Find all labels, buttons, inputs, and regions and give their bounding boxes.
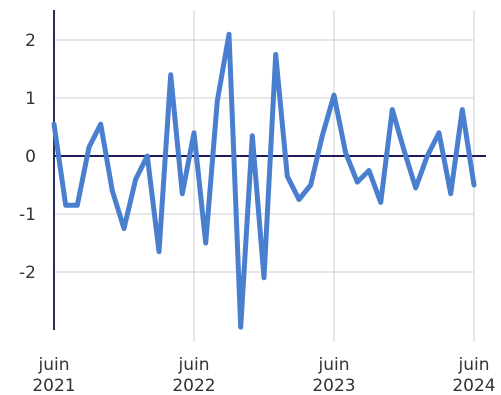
x-tick-year: 2022 — [172, 376, 215, 395]
gridlines — [54, 10, 475, 342]
data-point — [75, 203, 80, 208]
x-tick-month: juin — [458, 355, 490, 375]
x-tick-year: 2023 — [312, 376, 355, 395]
y-tick-label: -2 — [19, 263, 36, 283]
data-point — [460, 107, 465, 112]
data-point — [320, 133, 325, 138]
data-point — [180, 191, 185, 196]
y-tick-label: -1 — [19, 205, 36, 225]
data-point — [87, 145, 92, 150]
data-point — [355, 180, 360, 185]
data-point — [367, 168, 372, 173]
data-point — [390, 107, 395, 112]
data-point — [425, 154, 430, 159]
y-tick-label: 2 — [25, 31, 36, 51]
data-point — [203, 241, 208, 246]
x-tick-month: juin — [38, 355, 70, 375]
data-point — [402, 148, 407, 153]
data-point — [215, 98, 220, 103]
x-tick-month: juin — [318, 355, 350, 375]
data-point — [63, 203, 68, 208]
data-point — [332, 93, 337, 98]
data-point — [378, 200, 383, 205]
data-point — [472, 183, 477, 188]
data-point — [437, 130, 442, 135]
x-tick-month: juin — [178, 355, 210, 375]
data-point — [448, 191, 453, 196]
series-line — [51, 31, 477, 330]
data-point — [227, 32, 232, 37]
x-tick-year: 2021 — [32, 376, 75, 395]
data-point — [262, 275, 267, 280]
data-point — [122, 226, 127, 231]
data-point — [343, 151, 348, 156]
data-point — [285, 174, 290, 179]
data-point — [168, 72, 173, 77]
y-tick-label: 1 — [25, 89, 36, 109]
data-point — [273, 52, 278, 57]
data-point — [145, 154, 150, 159]
y-tick-labels: 2 1 0 -1 -2 — [19, 31, 36, 283]
data-point — [192, 130, 197, 135]
data-point — [250, 133, 255, 138]
data-point — [238, 325, 243, 330]
data-point — [308, 183, 313, 188]
data-point — [157, 249, 162, 254]
data-point — [110, 188, 115, 193]
data-point — [297, 197, 302, 202]
data-point — [52, 122, 57, 127]
data-point — [133, 177, 138, 182]
data-point — [98, 122, 103, 127]
y-tick-label: 0 — [25, 147, 36, 167]
x-tick-year: 2024 — [452, 376, 495, 395]
data-point — [413, 185, 418, 190]
